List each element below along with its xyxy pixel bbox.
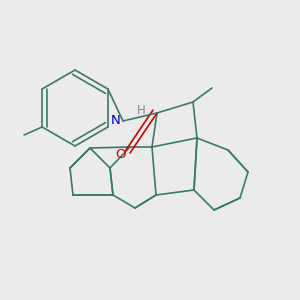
Text: N: N: [111, 115, 121, 128]
Text: O: O: [116, 148, 126, 160]
Text: H: H: [136, 103, 146, 116]
